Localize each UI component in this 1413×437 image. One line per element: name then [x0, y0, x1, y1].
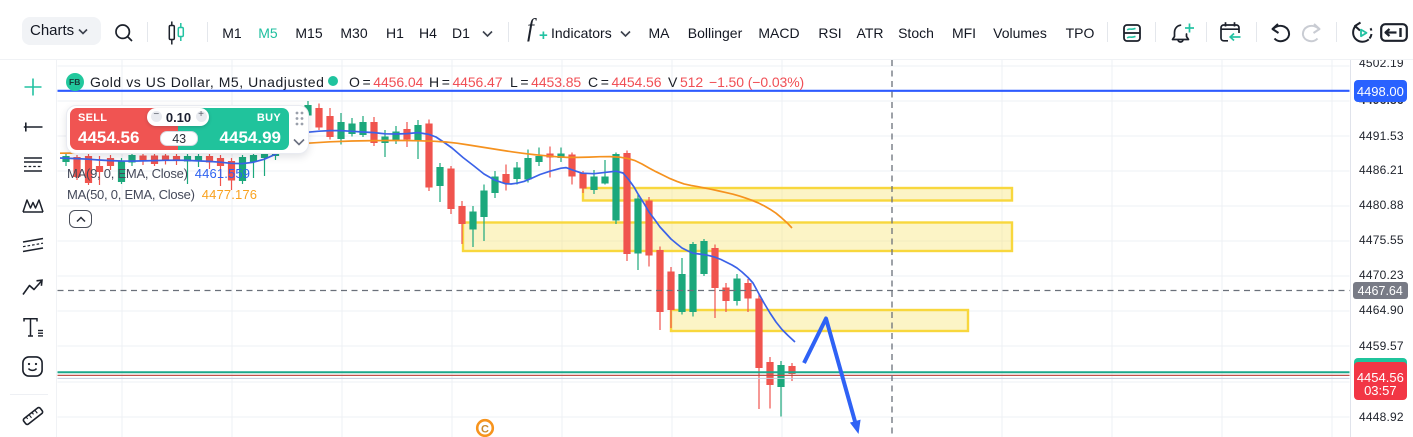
- svg-text:C: C: [481, 423, 489, 435]
